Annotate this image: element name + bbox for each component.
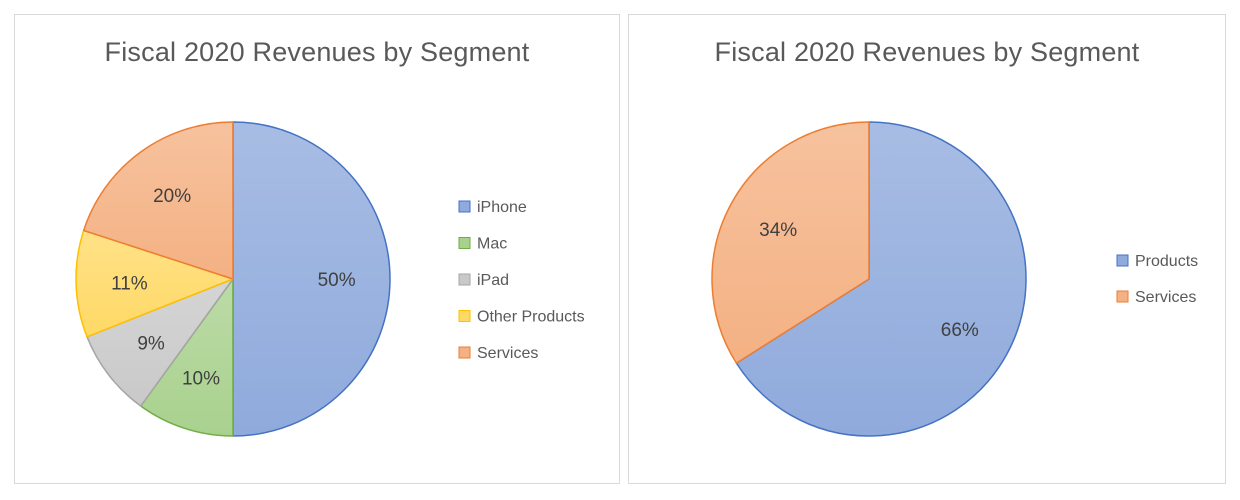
- legend-swatch-services: [458, 346, 471, 359]
- legend-swatch-mac: [458, 237, 471, 249]
- pie-slice-iphone: [232, 121, 391, 437]
- segment-revenue-pie-panel: Fiscal 2020 Revenues by Segment 50% 10% 9%…: [14, 14, 620, 484]
- segment-revenue-pie-chart: 50% 10% 9% 11% 20% iPhone Mac iPad Other Product…: [75, 121, 585, 437]
- legend-swatch-other-products: [458, 310, 471, 322]
- pie-slice-services: [711, 121, 870, 364]
- products-services-pie-panel: Fiscal 2020 Revenues by Segment 66% 34% Pr…: [628, 14, 1226, 484]
- legend-label-ipad: iPad: [477, 272, 509, 289]
- legend-label-iphone: iPhone: [477, 199, 527, 216]
- products-services-pie-chart: 66% 34% Products Services: [711, 121, 1198, 437]
- legend-label-products: Products: [1135, 253, 1198, 270]
- slice-label-other-products: 11%: [111, 273, 148, 294]
- legend-label-other-products: Other Products: [477, 309, 585, 326]
- legend-swatch-iphone: [458, 200, 471, 213]
- pie-slice-services: [82, 121, 234, 280]
- slice-label-services: 34%: [759, 220, 797, 241]
- slice-label-mac: 10%: [182, 369, 220, 390]
- slice-label-products: 66%: [941, 320, 979, 341]
- slice-label-services: 20%: [153, 186, 191, 207]
- legend-label-mac: Mac: [477, 236, 507, 253]
- legend-swatch-services: [1116, 290, 1129, 303]
- legend-label-services: Services: [477, 345, 538, 362]
- pie-slice-mac: [139, 278, 234, 437]
- legend-label-services: Services: [1135, 289, 1196, 306]
- chart-title: Fiscal 2020 Revenues by Segment: [714, 37, 1140, 67]
- legend-swatch-ipad: [458, 273, 471, 286]
- slice-label-ipad: 9%: [137, 334, 165, 355]
- pie-slice-ipad: [86, 278, 234, 407]
- chart-title: Fiscal 2020 Revenues by Segment: [104, 37, 530, 67]
- legend-swatch-products: [1116, 254, 1129, 267]
- slice-label-iphone: 50%: [318, 270, 356, 291]
- pie-slice-products: [735, 121, 1027, 437]
- pie-slice-other-products: [75, 229, 234, 338]
